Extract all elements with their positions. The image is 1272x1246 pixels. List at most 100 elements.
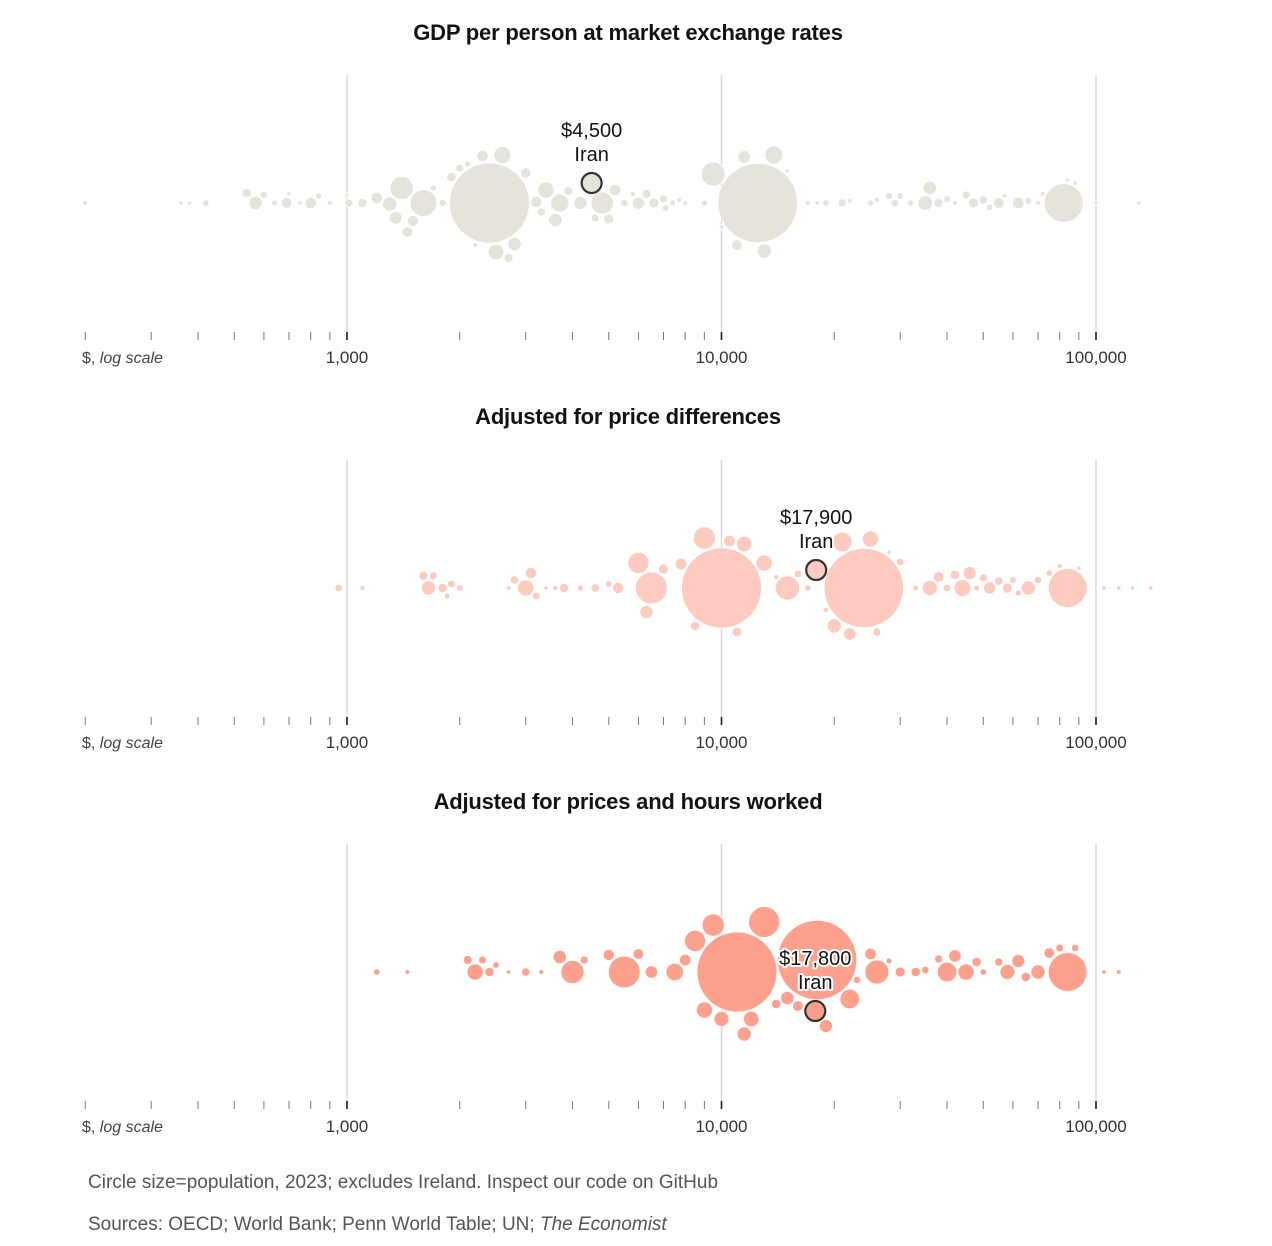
- country-bubble: [985, 203, 994, 211]
- country-bubble: [429, 184, 437, 192]
- country-bubble: [552, 949, 567, 965]
- country-bubble: [484, 966, 495, 978]
- country-bubble: [843, 627, 857, 641]
- country-bubble: [631, 196, 646, 210]
- chart-title: Adjusted for prices and hours worked: [433, 789, 823, 814]
- country-bubble: [389, 175, 414, 200]
- country-bubble: [1020, 971, 1032, 983]
- country-bubble: [603, 213, 615, 225]
- country-bubble: [548, 212, 563, 228]
- iran-value-label: $17,800: [779, 948, 851, 970]
- country-bubble: [1101, 969, 1107, 975]
- country-bubble: [492, 961, 500, 969]
- tick-label: 10,000: [696, 733, 748, 752]
- country-bubble: [478, 955, 487, 965]
- country-bubble: [684, 929, 707, 952]
- country-bubble: [756, 243, 772, 259]
- country-bubble: [885, 192, 893, 200]
- country-bubble: [962, 566, 977, 580]
- country-bubble: [608, 183, 622, 197]
- country-bubble: [948, 949, 962, 963]
- country-bubble: [503, 253, 514, 263]
- country-bubble: [641, 189, 652, 199]
- country-bubble: [932, 571, 945, 583]
- country-bubble: [563, 186, 574, 196]
- country-bubble: [1020, 580, 1036, 596]
- country-bubble: [885, 957, 893, 965]
- country-bubble: [953, 579, 972, 597]
- country-bubble: [837, 198, 847, 208]
- country-bubble: [639, 604, 654, 620]
- panel-market-rates: GDP per person at market exchange rates …: [0, 0, 1272, 385]
- country-bubble: [409, 189, 438, 217]
- country-bubble: [839, 988, 860, 1010]
- country-bubble: [717, 162, 798, 244]
- country-bubble: [456, 584, 464, 592]
- country-bubble: [978, 573, 988, 583]
- country-bubble: [270, 199, 278, 207]
- country-bubble: [890, 198, 899, 208]
- tick-label: 1,000: [326, 348, 369, 367]
- tick-label: 10,000: [696, 1117, 748, 1136]
- country-bubble: [552, 584, 559, 591]
- country-bubble: [370, 191, 383, 205]
- country-bubble: [178, 200, 184, 206]
- country-bubble: [1093, 200, 1099, 206]
- country-bubble: [590, 213, 600, 223]
- country-bubble: [755, 554, 773, 572]
- country-bubble: [912, 584, 920, 592]
- country-bubble: [896, 557, 905, 567]
- country-bubble: [695, 1001, 714, 1019]
- country-bubble: [961, 190, 971, 200]
- country-bubble: [590, 191, 614, 215]
- country-bubble: [793, 569, 803, 579]
- country-bubble: [731, 239, 743, 251]
- country-bubble: [846, 198, 853, 204]
- country-bubble: [736, 535, 753, 553]
- country-bubble: [505, 585, 512, 591]
- country-bubble: [862, 530, 880, 548]
- country-bubble: [922, 180, 937, 196]
- country-bubble: [1014, 589, 1022, 597]
- country-bubble: [560, 959, 585, 984]
- country-bubble: [921, 965, 930, 975]
- country-bubble: [804, 199, 811, 206]
- country-bubble: [382, 196, 398, 212]
- country-bubble: [462, 955, 473, 965]
- country-bubble: [286, 191, 292, 197]
- country-bubble: [894, 966, 906, 978]
- country-bubble: [1039, 191, 1046, 197]
- country-bubble: [743, 1010, 760, 1028]
- country-bubble: [1055, 943, 1065, 953]
- country-bubble: [82, 200, 88, 206]
- country-bubble: [934, 954, 944, 964]
- country-bubble: [973, 584, 980, 592]
- country-bubble: [344, 192, 350, 198]
- country-bubble: [692, 526, 716, 550]
- country-bubble: [505, 969, 512, 975]
- country-bubble: [682, 200, 688, 206]
- country-bubble: [658, 563, 669, 575]
- iran-value-label: $17,900: [780, 507, 852, 529]
- country-bubble: [406, 214, 419, 227]
- country-bubble: [852, 975, 862, 985]
- country-bubble: [910, 966, 921, 978]
- country-bubble: [676, 196, 683, 203]
- country-bubble: [241, 187, 252, 199]
- country-bubble: [967, 197, 979, 209]
- country-bubble: [607, 955, 641, 989]
- country-bubble: [420, 580, 436, 596]
- country-bubble: [731, 626, 743, 638]
- country-bubble: [933, 198, 944, 208]
- country-bubble: [951, 199, 958, 206]
- country-bubble: [476, 149, 489, 163]
- country-bubble: [437, 582, 448, 594]
- country-bubble: [1047, 952, 1088, 992]
- iran-value-label: $4,500: [561, 120, 622, 142]
- iran-bubble: [804, 999, 827, 1023]
- country-bubble: [771, 998, 782, 1010]
- country-bubble: [304, 196, 317, 210]
- beeswarm-chart: 1,000 10,000 100,000 $, log scale $17,800Ira…: [82, 844, 1127, 1136]
- iran-bubble: [805, 558, 828, 582]
- country-bubble: [971, 956, 982, 968]
